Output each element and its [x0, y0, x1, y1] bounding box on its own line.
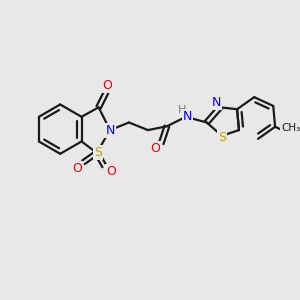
- Text: O: O: [72, 161, 82, 175]
- Text: N: N: [105, 124, 115, 136]
- Text: S: S: [94, 146, 102, 159]
- Text: CH₃: CH₃: [281, 123, 300, 133]
- Text: H: H: [178, 105, 186, 115]
- Text: S: S: [218, 131, 226, 144]
- Text: N: N: [183, 110, 193, 123]
- Text: O: O: [106, 165, 116, 178]
- Text: O: O: [151, 142, 160, 154]
- Text: N: N: [212, 96, 221, 109]
- Text: O: O: [102, 79, 112, 92]
